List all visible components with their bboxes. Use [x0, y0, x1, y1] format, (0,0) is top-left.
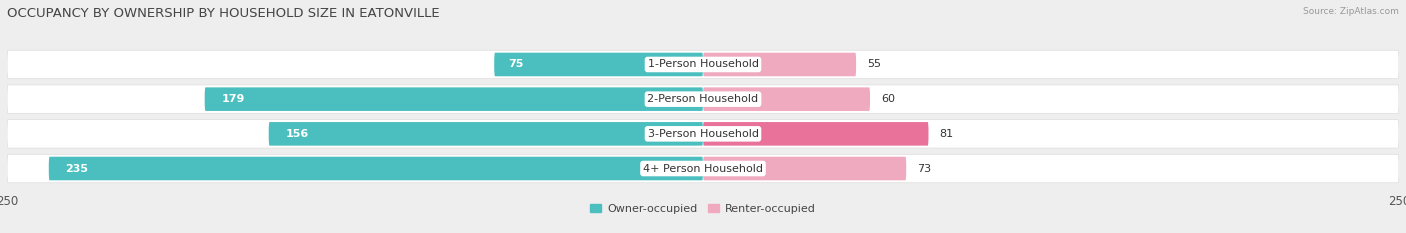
- Text: 75: 75: [508, 59, 523, 69]
- FancyBboxPatch shape: [703, 157, 907, 180]
- Text: 4+ Person Household: 4+ Person Household: [643, 164, 763, 174]
- Text: 73: 73: [917, 164, 932, 174]
- FancyBboxPatch shape: [703, 87, 870, 111]
- Text: 235: 235: [66, 164, 89, 174]
- Text: 60: 60: [882, 94, 896, 104]
- Legend: Owner-occupied, Renter-occupied: Owner-occupied, Renter-occupied: [586, 199, 820, 218]
- FancyBboxPatch shape: [7, 120, 1399, 148]
- Text: 2-Person Household: 2-Person Household: [647, 94, 759, 104]
- FancyBboxPatch shape: [205, 87, 703, 111]
- Text: OCCUPANCY BY OWNERSHIP BY HOUSEHOLD SIZE IN EATONVILLE: OCCUPANCY BY OWNERSHIP BY HOUSEHOLD SIZE…: [7, 7, 440, 20]
- FancyBboxPatch shape: [7, 50, 1399, 79]
- Text: 3-Person Household: 3-Person Household: [648, 129, 758, 139]
- FancyBboxPatch shape: [7, 85, 1399, 113]
- FancyBboxPatch shape: [703, 53, 856, 76]
- FancyBboxPatch shape: [49, 157, 703, 180]
- Text: Source: ZipAtlas.com: Source: ZipAtlas.com: [1303, 7, 1399, 16]
- Text: 179: 179: [221, 94, 245, 104]
- FancyBboxPatch shape: [703, 122, 928, 146]
- FancyBboxPatch shape: [7, 154, 1399, 183]
- FancyBboxPatch shape: [269, 122, 703, 146]
- Text: 81: 81: [939, 129, 953, 139]
- Text: 1-Person Household: 1-Person Household: [648, 59, 758, 69]
- Text: 156: 156: [285, 129, 309, 139]
- Text: 55: 55: [868, 59, 882, 69]
- FancyBboxPatch shape: [495, 53, 703, 76]
